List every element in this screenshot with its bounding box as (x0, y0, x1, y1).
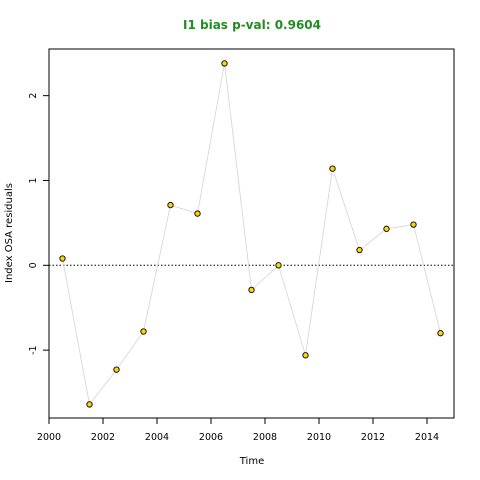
x-tick-label: 2012 (361, 432, 385, 443)
x-tick-label: 2004 (145, 432, 169, 443)
y-axis: -1 0 1 2 (28, 93, 49, 355)
data-point (383, 225, 390, 232)
data-point (275, 262, 282, 269)
y-tick-label: 0 (28, 262, 39, 268)
data-point (59, 255, 66, 262)
data-point (113, 366, 120, 373)
x-tick-label: 2008 (253, 432, 277, 443)
x-tick-label: 2010 (307, 432, 331, 443)
chart-title: I1 bias p-val: 0.9604 (183, 18, 321, 32)
x-tick-label: 2002 (91, 432, 115, 443)
data-point (140, 328, 147, 335)
data-point (194, 210, 201, 217)
plot-area-border (48, 48, 455, 419)
x-tick-label: 2014 (415, 432, 439, 443)
data-point (86, 401, 93, 408)
y-tick-label: -1 (28, 345, 39, 354)
y-axis-label: Index OSA residuals (4, 183, 15, 283)
data-point (167, 201, 174, 209)
data-point (329, 165, 336, 172)
data-point (221, 60, 228, 67)
x-tick-label: 2000 (37, 432, 61, 443)
data-point (248, 286, 255, 294)
x-axis-label: Time (239, 456, 264, 467)
x-tick-label: 2006 (199, 432, 223, 443)
data-point (302, 352, 309, 359)
data-points (59, 60, 444, 408)
y-tick-label: 1 (28, 177, 39, 183)
y-tick-label: 2 (28, 93, 39, 99)
data-point (410, 221, 417, 228)
data-point (437, 330, 444, 337)
data-point (356, 246, 363, 254)
x-axis: 2000 2002 2004 2006 2008 2010 2012 2014 (37, 418, 439, 443)
series-line (62, 63, 441, 406)
